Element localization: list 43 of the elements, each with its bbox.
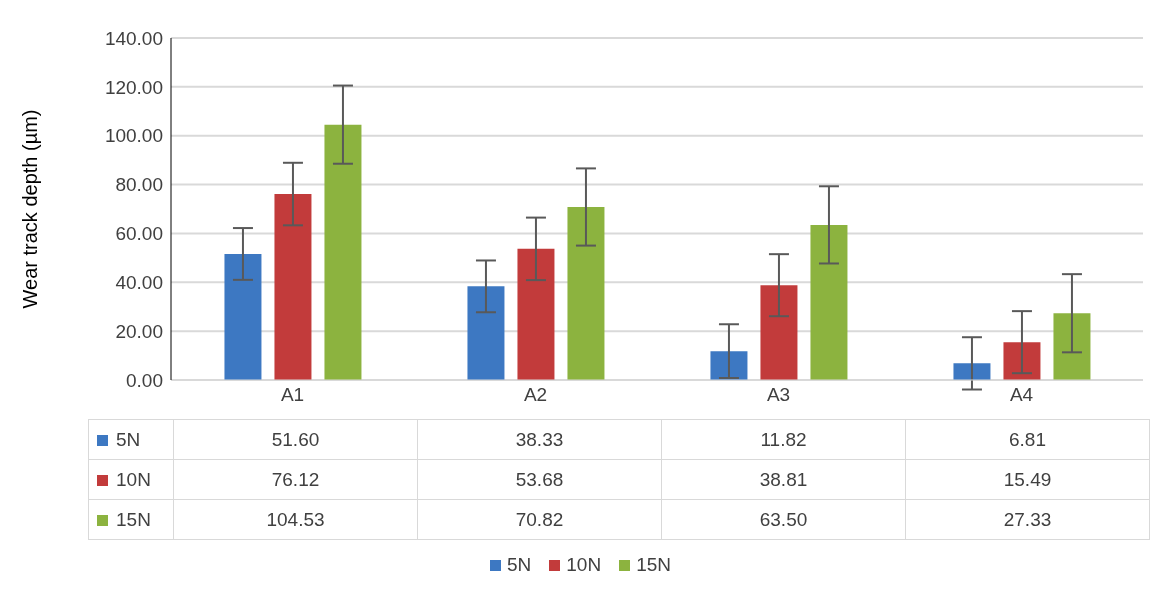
data-label: 6.81 (905, 419, 1150, 460)
bar (274, 194, 312, 380)
y-tick-label: 60.00 (115, 223, 163, 245)
text: 15N (116, 508, 151, 530)
bar (467, 286, 505, 380)
data-label: 15.49 (905, 459, 1150, 500)
bar (710, 351, 748, 380)
data-label: 104.53 (173, 499, 418, 540)
data-label: 11.82 (661, 419, 906, 460)
text: 5N (506, 554, 532, 575)
y-tick-label: 100.00 (104, 125, 163, 147)
data-label: 38.81 (661, 459, 906, 500)
bar (1053, 313, 1091, 380)
data-label: 70.82 (417, 499, 662, 540)
y-tick-label: 80.00 (115, 174, 163, 196)
bar (810, 224, 848, 380)
y-tick-label: 120.00 (104, 76, 163, 98)
bar (567, 207, 605, 380)
bar (760, 285, 798, 380)
text: 10N (566, 554, 602, 575)
bar (517, 248, 555, 380)
x-tick-label: A4 (1009, 384, 1034, 406)
x-tick-label: A1 (280, 384, 305, 406)
bar (324, 124, 362, 380)
bar (953, 363, 991, 380)
legend-label: 5N (116, 428, 141, 450)
data-label: 38.33 (417, 419, 662, 460)
y-tick-label: 40.00 (115, 272, 163, 294)
y-axis-title: Wear track depth (µm) (19, 109, 42, 309)
data-label: 27.33 (905, 499, 1150, 540)
x-tick-label: A2 (523, 384, 548, 406)
data-label: 51.60 (173, 419, 418, 460)
legend-label: 15N (636, 554, 671, 576)
bar (1003, 342, 1041, 380)
data-label: 76.12 (173, 459, 418, 500)
bar (224, 253, 262, 380)
x-tick-label: A3 (766, 384, 791, 406)
legend-label: 10N (116, 468, 151, 490)
data-label: 63.50 (661, 499, 906, 540)
y-tick-label: 0.00 (126, 369, 163, 391)
y-tick-label: 20.00 (115, 320, 163, 342)
y-tick-label: 140.00 (104, 27, 163, 49)
data-label: 53.68 (417, 459, 662, 500)
